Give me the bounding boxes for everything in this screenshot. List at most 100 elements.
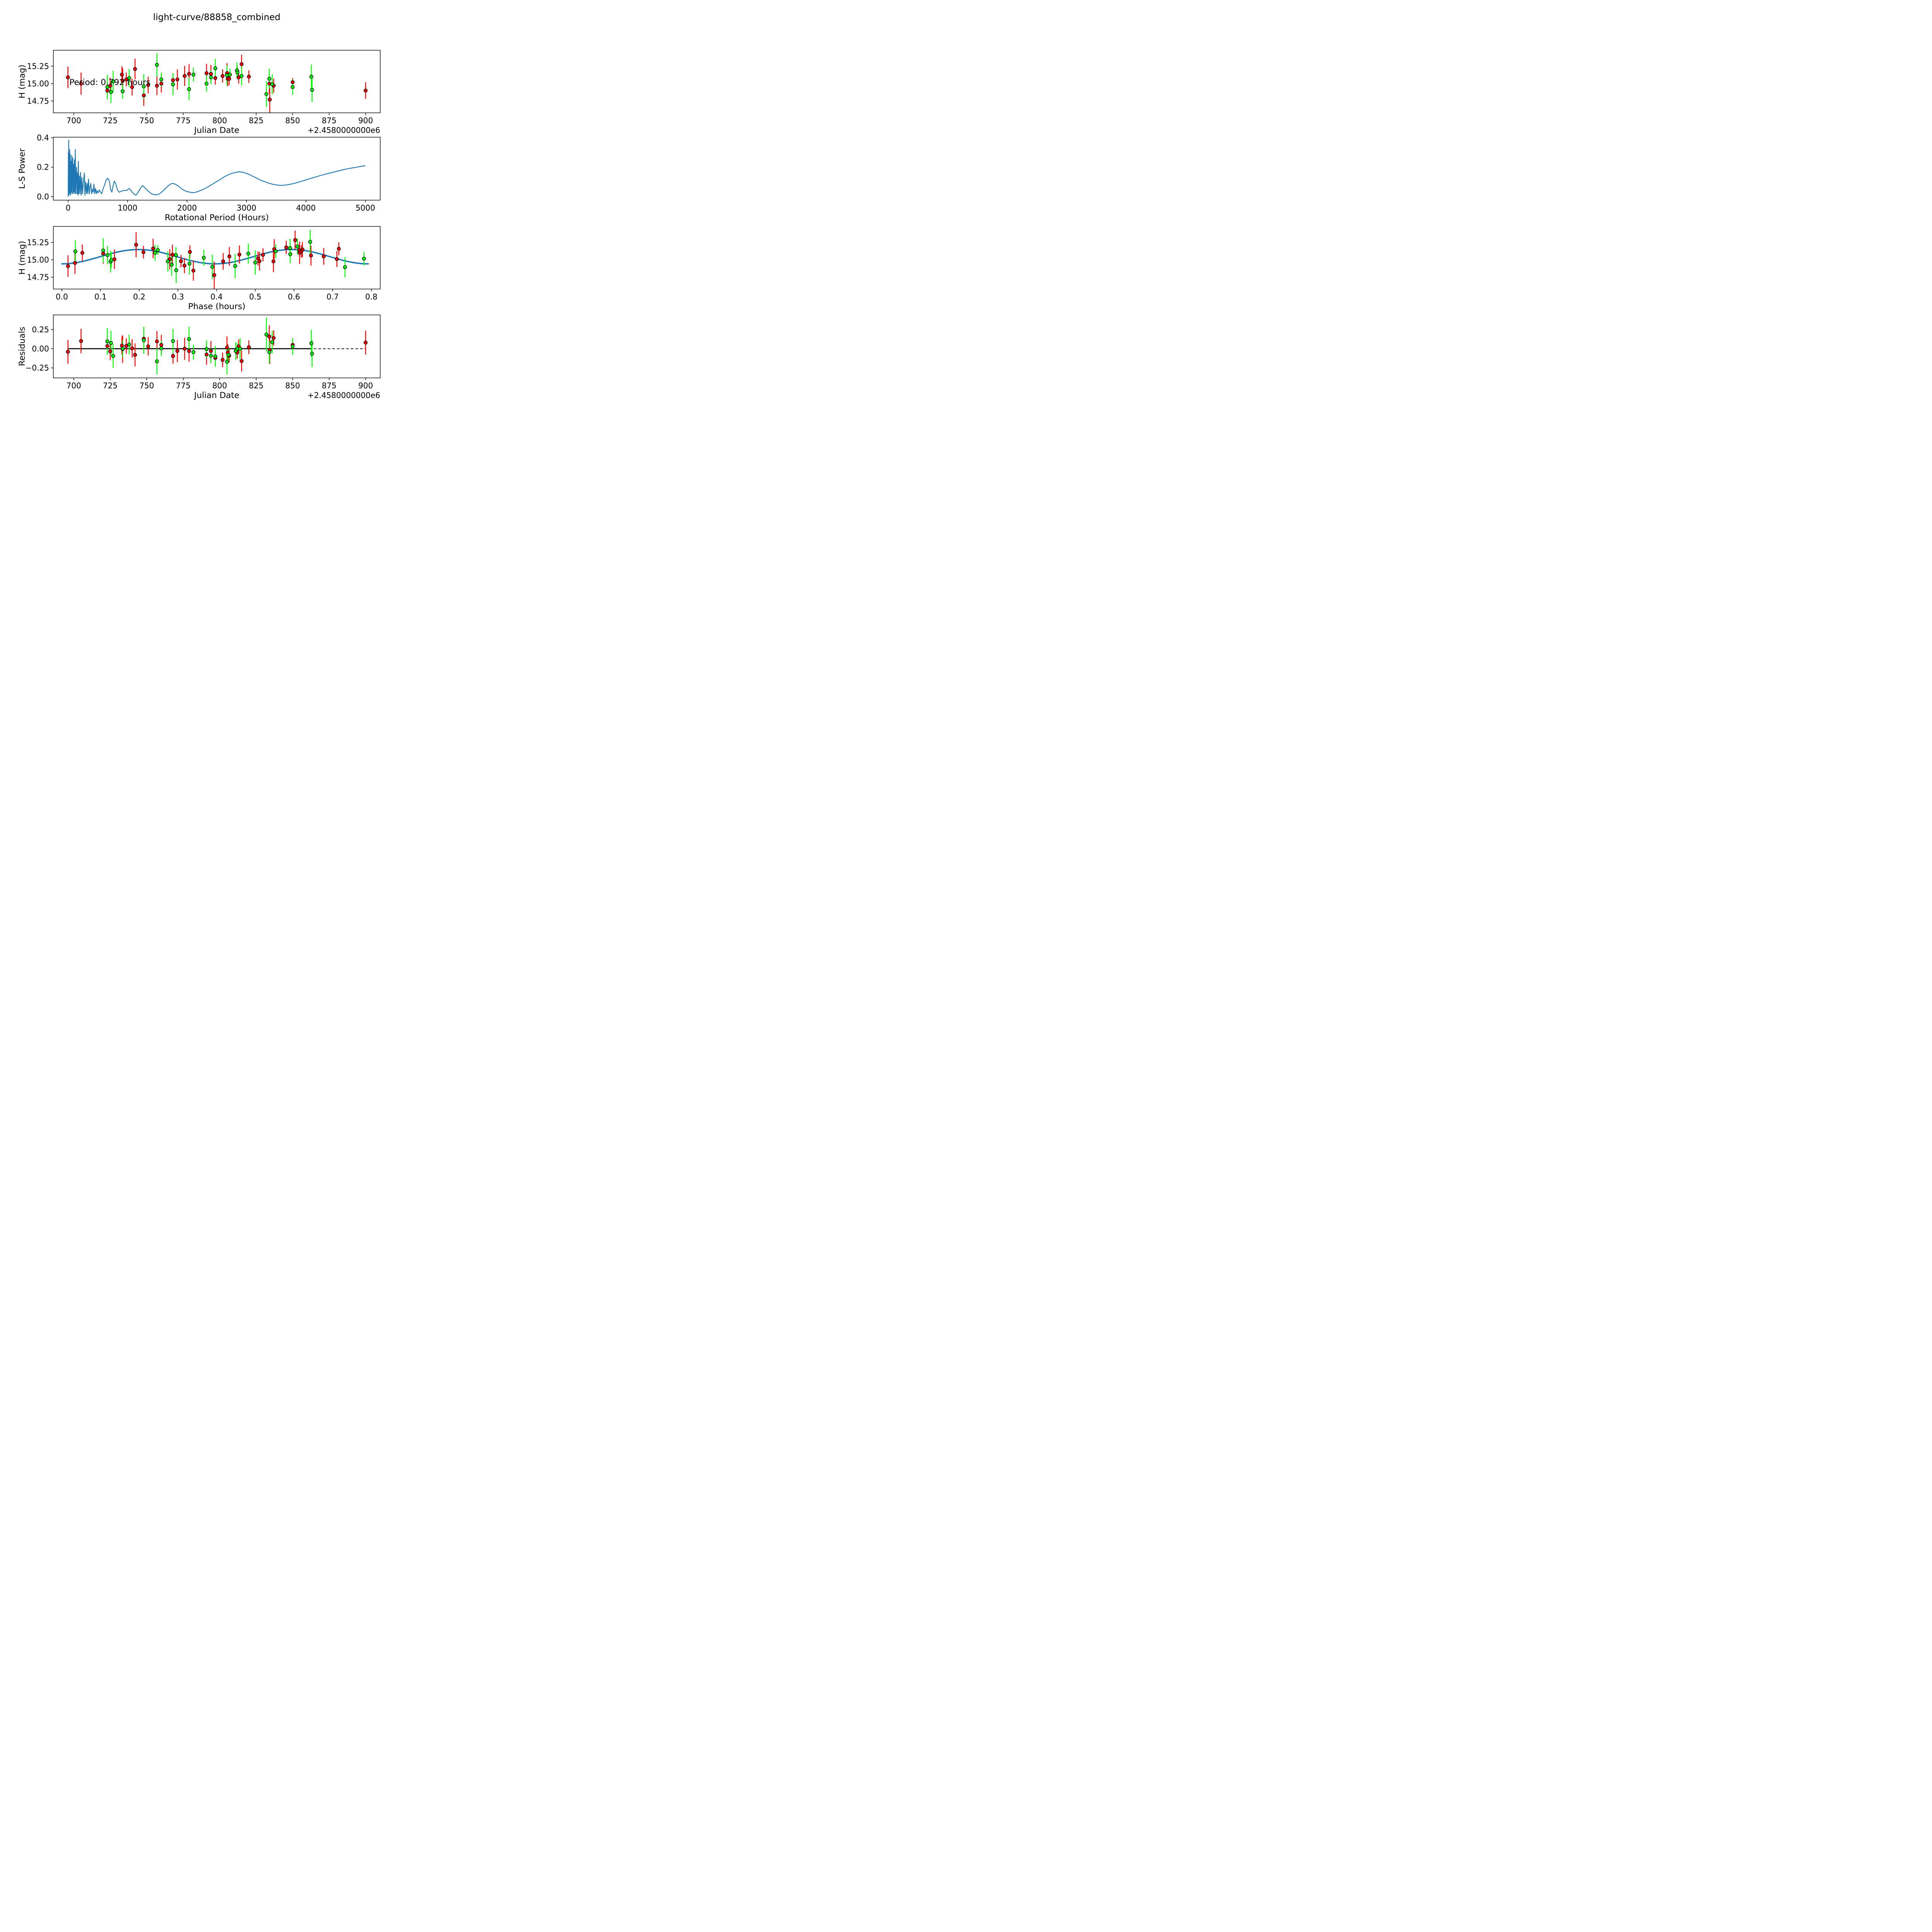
red-session-point — [155, 83, 159, 88]
red-session-point — [142, 93, 146, 97]
phased-lightcurve: 0.0 0.1 0.2 0.3 0.4 0.5 0.6 0.7 0.8 14.75 15.00 15.… — [17, 226, 381, 311]
red-session-point — [227, 254, 231, 259]
y-tick-label: 0.0 — [37, 192, 49, 201]
x-tick-label: 1000 — [118, 203, 138, 213]
red-session-point — [267, 334, 271, 338]
x-tick-label: 875 — [322, 381, 337, 390]
green-session-point — [295, 244, 299, 248]
green-session-point — [105, 339, 109, 344]
x-tick-label: 0.4 — [211, 292, 223, 301]
green-session-point — [156, 248, 160, 252]
red-session-point — [124, 344, 128, 348]
red-session-point — [182, 347, 187, 351]
x-tick-label: 700 — [66, 381, 81, 390]
red-session-point — [80, 251, 85, 255]
model-fit-curve — [61, 249, 369, 265]
red-session-point — [141, 250, 146, 254]
green-session-point — [109, 90, 113, 94]
x-axis-label: Julian Date — [194, 391, 240, 400]
red-session-point — [134, 243, 138, 247]
green-session-point — [202, 256, 206, 260]
green-session-point — [187, 87, 191, 91]
red-session-point — [247, 75, 251, 79]
y-tick-label: 15.25 — [27, 238, 49, 247]
red-session-point — [272, 336, 276, 340]
green-session-point — [109, 258, 114, 262]
x-tick-label: 725 — [103, 381, 117, 390]
x-tick-label: 0.2 — [133, 292, 145, 301]
red-session-point — [120, 344, 124, 348]
x-axis-label: Rotational Period (Hours) — [165, 213, 269, 223]
green-session-point — [155, 63, 159, 67]
green-session-point — [291, 85, 295, 89]
red-session-point — [170, 253, 175, 257]
y-tick-label: 14.75 — [27, 272, 49, 282]
red-session-point — [66, 264, 70, 268]
green-session-point — [233, 264, 237, 268]
red-session-point — [188, 250, 192, 254]
red-session-point — [66, 350, 70, 354]
axis-offset-text: +2.4580000000e6 — [308, 126, 380, 135]
red-session-point — [159, 343, 163, 347]
x-tick-label: 0 — [66, 203, 71, 213]
red-session-point — [159, 82, 163, 86]
x-tick-label: 800 — [212, 116, 227, 125]
x-tick-label: 750 — [139, 381, 154, 390]
red-session-point — [66, 75, 70, 80]
red-session-point — [309, 253, 313, 258]
axis-offset-text: +2.4580000000e6 — [308, 391, 380, 400]
green-session-point — [246, 252, 250, 256]
x-tick-label: 0.5 — [249, 292, 262, 301]
green-session-point — [73, 249, 78, 253]
y-axis-label: H (mag) — [17, 65, 27, 99]
green-session-point — [264, 92, 269, 96]
green-session-point — [101, 248, 105, 253]
red-session-point — [108, 349, 112, 354]
green-session-point — [270, 82, 274, 87]
red-session-point — [293, 238, 297, 242]
x-tick-label: 900 — [358, 116, 373, 125]
red-session-point — [209, 72, 213, 76]
y-axis-label: L-S Power — [17, 148, 27, 189]
red-session-point — [79, 82, 83, 86]
y-axis-label: Residuals — [17, 327, 27, 366]
green-session-point — [191, 350, 196, 354]
green-session-point — [209, 75, 213, 80]
green-session-point — [204, 82, 209, 86]
red-session-point — [182, 74, 187, 78]
axes-frame — [53, 50, 381, 113]
x-tick-label: 800 — [212, 381, 227, 390]
red-session-point — [204, 352, 209, 357]
red-session-point — [155, 339, 159, 344]
x-tick-label: 850 — [285, 381, 300, 390]
red-session-point — [101, 252, 105, 256]
red-session-point — [187, 349, 191, 353]
figure-page: light-curve/88858_combined 700 725 750 775 8… — [0, 0, 417, 417]
green-session-point — [174, 253, 178, 257]
x-tick-label: 2000 — [177, 203, 197, 213]
x-tick-label: 875 — [322, 116, 337, 125]
green-session-point — [226, 353, 231, 357]
green-session-point — [213, 354, 218, 359]
red-session-point — [146, 344, 150, 349]
green-session-point — [191, 72, 196, 77]
axes-frame — [53, 137, 381, 201]
x-axis-label: Phase (hours) — [188, 302, 245, 311]
red-session-point — [321, 254, 326, 259]
green-session-point — [240, 74, 244, 78]
green-session-point — [310, 352, 314, 356]
red-session-point — [364, 340, 368, 345]
y-tick-label: 0.00 — [32, 344, 49, 353]
red-session-point — [337, 247, 341, 251]
figure-title: light-curve/88858_combined — [153, 12, 281, 22]
green-session-point — [187, 262, 192, 266]
green-session-point — [170, 263, 174, 267]
green-session-point — [264, 332, 269, 337]
green-session-point — [228, 72, 232, 77]
x-tick-label: 725 — [103, 116, 117, 125]
red-session-point — [221, 358, 225, 362]
period-annotation: Period: 0.792 hours — [70, 78, 151, 87]
green-session-point — [343, 265, 347, 269]
red-session-point — [221, 259, 225, 264]
red-session-point — [212, 273, 216, 277]
